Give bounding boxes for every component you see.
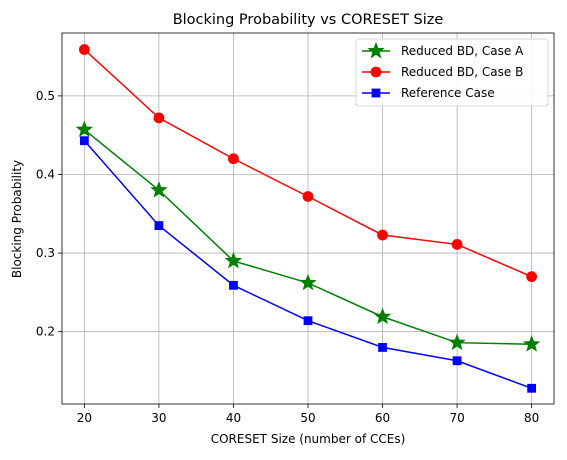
data-point [75,120,94,138]
data-point [448,333,466,351]
data-point [79,136,89,146]
x-axis-label: CORESET Size (number of CCEs) [211,432,406,446]
legend-label: Reference Case [401,86,495,100]
data-point [299,273,317,291]
data-point [378,343,387,352]
x-tick-label: 20 [77,411,92,425]
data-point [228,153,239,165]
series-3 [79,136,537,393]
data-point [373,307,392,325]
data-point [78,44,90,55]
y-tick-label: 0.2 [36,325,55,339]
x-tick-label: 80 [524,411,539,425]
legend-label: Reduced BD, Case B [401,65,523,79]
data-point [224,251,243,269]
series-1 [75,120,541,352]
data-point [522,335,541,352]
x-tick-label: 70 [449,411,464,425]
legend-item: Reduced BD, Case A [362,41,524,59]
data-point [153,112,165,124]
data-point [302,191,314,202]
series-2 [78,44,538,283]
series-layer [75,44,541,393]
data-point [526,271,538,283]
legend-marker [370,66,382,78]
data-point [527,383,537,393]
data-point [229,280,238,290]
legend-marker [367,41,385,59]
legend-item: Reference Case [362,86,495,100]
chart-title: Blocking Probability vs CORESET Size [173,12,444,28]
axes: 20 30 40 50 60 70 80 0.2 0.3 0.4 0.5 [36,32,555,425]
legend-box [355,38,549,107]
data-point [451,239,463,250]
x-tick-label: 50 [300,411,315,425]
plot-frame [61,32,555,405]
data-point [154,221,164,230]
x-tick-label: 60 [375,411,390,425]
x-tick-label: 30 [151,411,166,425]
data-point [303,316,313,326]
legend-item: Reduced BD, Case B [362,65,523,79]
data-point [150,181,168,198]
y-tick-label: 0.3 [36,246,55,260]
data-point [452,356,462,366]
y-tick-label: 0.5 [36,89,55,103]
legend: Reduced BD, Case A Reduced BD, Case B Refe… [355,38,549,107]
legend-marker [371,88,381,98]
legend-label: Reduced BD, Case A [401,44,524,58]
data-point [377,229,388,241]
x-tick-label: 40 [226,411,241,425]
y-axis-label: Blocking Probability [10,160,24,278]
y-tick-label: 0.4 [36,167,55,181]
